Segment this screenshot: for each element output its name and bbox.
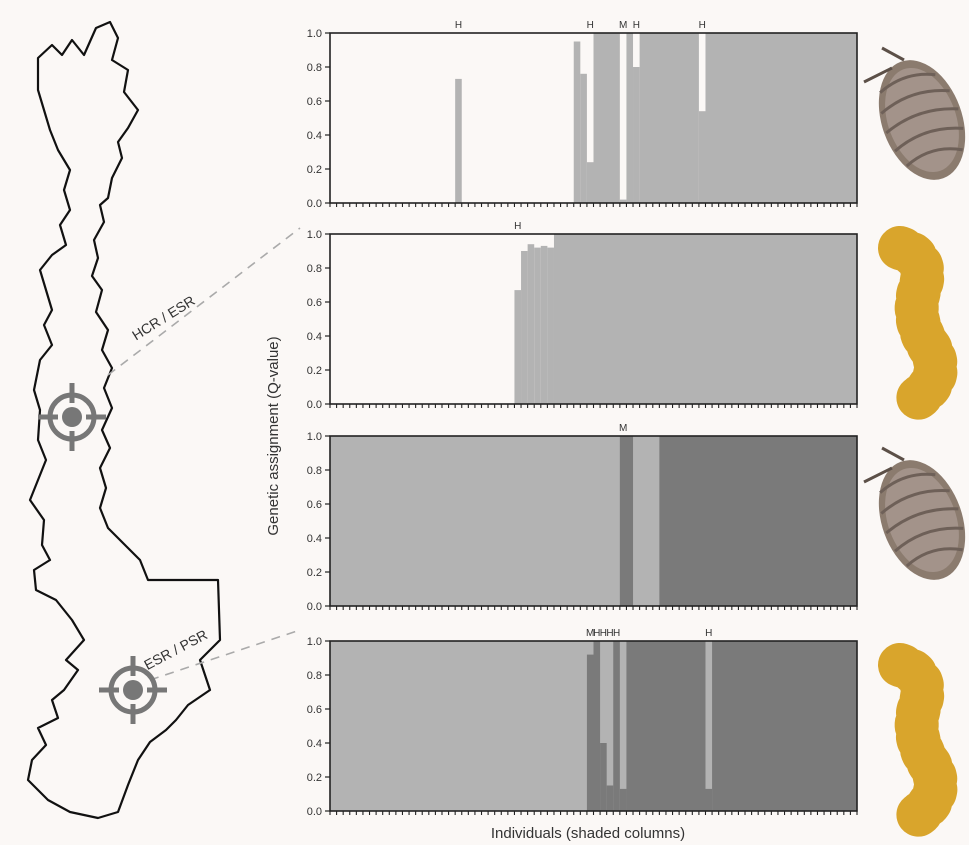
assignment-bar — [547, 247, 554, 404]
y-tick-label: 0.6 — [307, 499, 322, 511]
y-axis-label: Genetic assignment (Q-value) — [265, 336, 282, 535]
woodlouse-icon — [863, 46, 966, 180]
connector-line-bottom — [149, 629, 301, 681]
assignment-bar — [455, 78, 462, 203]
woodlouse-icon — [863, 446, 966, 580]
y-tick-label: 1.0 — [307, 229, 322, 241]
assignment-bar — [633, 67, 640, 203]
map-label-esr-psr: ESR / PSR — [141, 626, 210, 673]
assignment-bar — [619, 436, 634, 606]
hybrid-marker: H — [699, 20, 706, 31]
hybrid-marker: H — [705, 628, 712, 639]
map-label-hcr-esr: HCR / ESR — [129, 292, 198, 343]
y-tick-label: 0.2 — [307, 567, 322, 579]
y-tick-label: 0.8 — [307, 62, 322, 74]
assignment-bar — [593, 641, 601, 811]
y-tick-label: 0.8 — [307, 465, 322, 477]
hybrid-marker: H — [514, 221, 521, 232]
y-tick-label: 0.2 — [307, 164, 322, 176]
y-tick-label: 0.8 — [307, 670, 322, 682]
assignment-bar — [540, 245, 548, 404]
x-axis-label: Individuals (shaded columns) — [491, 825, 685, 842]
millipede-icon — [878, 226, 958, 420]
target-icon — [99, 656, 167, 724]
hybrid-marker: M — [619, 20, 627, 31]
y-tick-label: 0.6 — [307, 297, 322, 309]
connector-line-top — [107, 227, 301, 376]
assignment-bar — [613, 641, 620, 811]
y-tick-label: 1.0 — [307, 431, 322, 443]
y-tick-label: 0.4 — [307, 331, 322, 343]
hybrid-marker: M — [586, 628, 594, 639]
region-outline — [26, 20, 222, 820]
structure-panel-4: 0.00.20.40.60.81.0MH H H H H — [307, 628, 858, 818]
hybrid-marker: M — [619, 423, 627, 434]
y-tick-label: 0.6 — [307, 704, 322, 716]
assignment-bar — [626, 33, 634, 203]
assignment-bar — [619, 199, 627, 203]
hybrid-marker: H — [633, 20, 640, 31]
hybrid-marker: H — [593, 628, 600, 639]
assignment-bar — [593, 33, 620, 203]
y-tick-label: 0.4 — [307, 533, 322, 545]
hybrid-marker: H — [600, 628, 607, 639]
structure-panel-3: 0.0 0.2 0.4 0.6 0.8 1.0 M — [307, 423, 858, 613]
y-tick-label: 0.0 — [307, 806, 322, 818]
y-tick-label: 0.2 — [307, 772, 322, 784]
assignment-bar — [639, 33, 699, 203]
y-tick-label: 0.0 — [307, 399, 322, 411]
assignment-bar — [600, 743, 607, 811]
y-tick-label: 0.4 — [307, 738, 322, 750]
target-icon — [38, 383, 106, 451]
y-tick-label: 0.4 — [307, 130, 322, 142]
millipede-icon — [878, 643, 958, 837]
y-tick-label: 1.0 — [307, 636, 322, 648]
assignment-bar — [534, 247, 541, 404]
assignment-bar — [521, 251, 528, 404]
assignment-bar — [527, 244, 535, 404]
structure-charts: 0.00.20.40.60.81.0H H M H H0.00.20.40.60.81.… — [307, 20, 858, 818]
y-tick-label: 0.0 — [307, 601, 322, 613]
assignment-bar — [705, 33, 857, 203]
assignment-bar — [705, 788, 713, 811]
assignment-bar — [586, 162, 594, 203]
assignment-bar — [626, 641, 706, 811]
assignment-bar — [619, 788, 627, 811]
structure-panel-2: 0.0 0.2 0.4 0.6 0.8 1.0 H — [307, 221, 858, 411]
assignment-bar — [553, 234, 857, 404]
hybrid-marker: H — [606, 628, 613, 639]
y-tick-label: 0.2 — [307, 365, 322, 377]
hybrid-marker: H — [613, 628, 620, 639]
y-tick-label: 0.6 — [307, 96, 322, 108]
assignment-bar — [514, 290, 522, 404]
hybrid-marker: H — [587, 20, 594, 31]
assignment-bar — [712, 641, 857, 811]
assignment-bar — [580, 73, 587, 203]
assignment-bar — [659, 436, 857, 606]
assignment-bar — [606, 785, 614, 811]
assignment-bar — [573, 41, 581, 203]
y-tick-label: 0.0 — [307, 198, 322, 210]
region-map: HCR / ESR ESR / PSR — [26, 20, 301, 820]
y-tick-label: 1.0 — [307, 28, 322, 40]
assignment-bar — [698, 111, 706, 203]
assignment-bar — [586, 654, 594, 811]
structure-panel-1: 0.00.20.40.60.81.0H H M H H — [307, 20, 858, 210]
hybrid-marker: H — [455, 20, 462, 31]
y-tick-label: 0.8 — [307, 263, 322, 275]
